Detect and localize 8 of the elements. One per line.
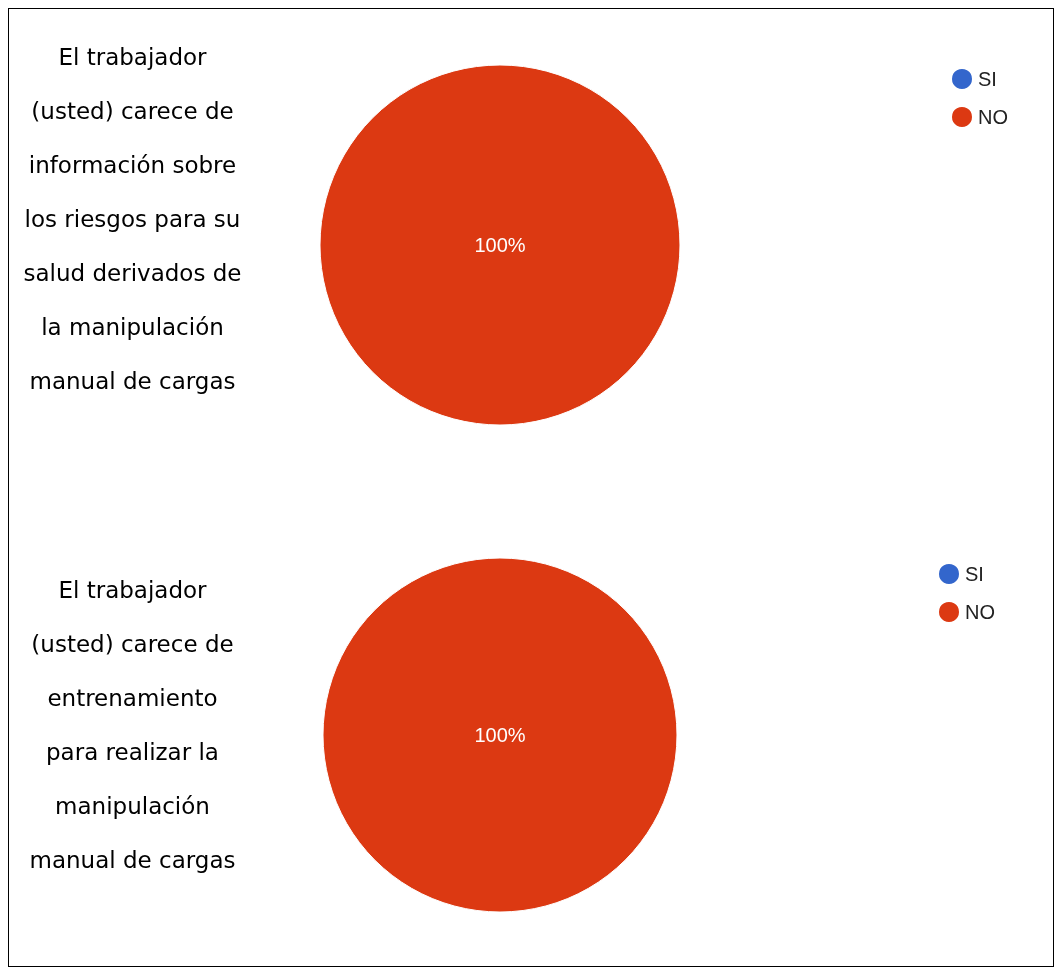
legend-label: SI [978, 68, 997, 90]
legend-label: SI [965, 563, 984, 585]
data-label: 100% [474, 234, 526, 256]
data-label: 100% [474, 724, 526, 746]
chart-title: El trabajador (usted) carece de información sobre los riesgos para su salud derivados de la manipulación manual de cargas [23, 44, 242, 394]
legend-label: NO [978, 106, 1008, 128]
chart-title: El trabajador (usted) carece de entrenamiento para realizar la manipulación manual de cargas [29, 577, 236, 873]
legend-label: NO [965, 601, 995, 623]
